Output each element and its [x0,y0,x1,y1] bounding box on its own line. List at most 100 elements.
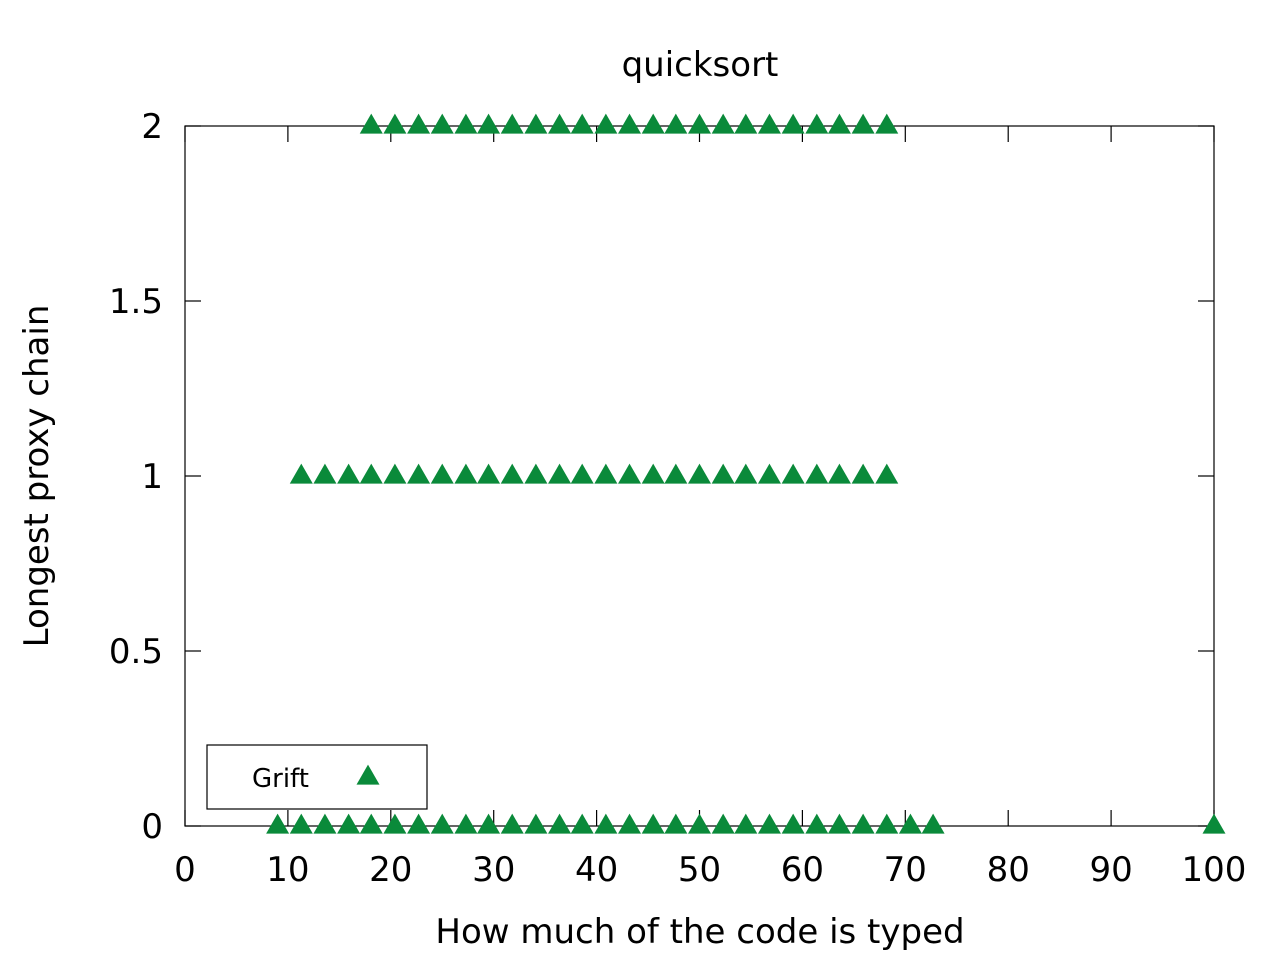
data-point-triangle [500,813,524,834]
x-tick-label: 10 [266,850,309,890]
data-point-triangle [734,463,758,484]
data-point-triangle [805,813,829,834]
data-point-triangle [477,113,501,134]
data-point-triangle [805,463,829,484]
data-point-triangle [875,463,899,484]
y-tick-label: 2 [141,107,163,147]
data-point-triangle [524,463,548,484]
x-tick-label: 30 [472,850,515,890]
data-point-triangle [1202,813,1226,834]
data-point-triangle [500,113,524,134]
data-point-triangle [477,813,501,834]
data-point-triangle [618,813,642,834]
data-point-triangle [524,813,548,834]
x-axis-label: How much of the code is typed [435,912,964,952]
data-point-triangle [454,463,478,484]
y-tick-label: 0 [141,807,163,847]
data-point-triangle [664,463,688,484]
y-tick-label: 0.5 [109,632,163,672]
axis-tick-labels: 0 10 20 30 40 50 60 70 80 90 100 0 0.5 1 1.5 2 [109,107,1247,890]
data-point-triangle [383,113,407,134]
data-point-triangle [757,813,781,834]
data-point-triangle [688,813,711,834]
data-point-triangle [313,463,337,484]
legend-box [206,744,428,810]
data-point-triangle [875,113,899,134]
data-point-triangle [711,113,735,134]
data-point-triangle [407,113,431,134]
data-point-triangle [618,113,642,134]
data-point-triangle [781,463,805,484]
data-point-triangle [781,813,805,834]
data-point-triangle [407,463,431,484]
data-point-triangle [781,113,805,134]
data-point-triangle [641,113,665,134]
data-point-triangle [266,813,290,834]
x-tick-label: 50 [678,850,721,890]
x-tick-label: 60 [781,850,824,890]
data-point-triangle [851,113,875,134]
data-point-triangle [548,113,572,134]
legend-marker-triangle-icon [356,764,380,785]
chart-title: quicksort [622,45,779,85]
data-point-triangle [688,113,711,134]
y-axis-label: Longest proxy chain [17,305,57,648]
data-point-triangle [618,463,642,484]
data-point-triangle [548,463,572,484]
data-point-triangle [289,813,313,834]
data-point-triangle [477,463,501,484]
data-point-triangle [454,113,478,134]
x-tick-label: 90 [1089,850,1132,890]
data-point-triangle [641,813,665,834]
data-point-triangle [921,813,945,834]
data-point-triangle [337,813,361,834]
data-point-triangle [851,813,875,834]
data-point-triangle [711,813,735,834]
data-point-triangle [734,813,758,834]
data-point-triangle [898,813,922,834]
x-tick-label: 40 [575,850,618,890]
x-tick-label: 0 [174,850,196,890]
data-point-triangle [827,813,851,834]
data-points [266,113,1226,834]
data-point-triangle [594,813,618,834]
data-point-triangle [407,813,431,834]
data-point-triangle [337,463,361,484]
data-point-triangle [430,463,454,484]
data-point-triangle [359,463,383,484]
data-point-triangle [734,113,758,134]
data-point-triangle [454,813,478,834]
data-point-triangle [500,463,524,484]
data-point-triangle [641,463,665,484]
data-point-triangle [851,463,875,484]
data-point-triangle [664,113,688,134]
legend-label-grift: Grift [252,764,309,794]
data-point-triangle [594,113,618,134]
y-tick-label: 1.5 [109,282,163,322]
data-point-triangle [548,813,572,834]
data-point-triangle [524,113,548,134]
data-point-triangle [289,463,313,484]
data-point-triangle [664,813,688,834]
x-tick-label: 100 [1182,850,1247,890]
data-point-triangle [711,463,735,484]
data-point-triangle [570,113,594,134]
legend: Grift [206,744,428,810]
data-point-triangle [827,463,851,484]
y-tick-label: 1 [141,457,163,497]
data-point-triangle [688,463,711,484]
data-point-triangle [757,113,781,134]
data-point-triangle [875,813,899,834]
data-point-triangle [383,463,407,484]
x-tick-label: 70 [884,850,927,890]
data-point-triangle [313,813,337,834]
x-tick-label: 20 [369,850,412,890]
data-point-triangle [570,813,594,834]
x-tick-label: 80 [987,850,1030,890]
data-point-triangle [430,813,454,834]
data-point-triangle [359,113,383,134]
data-point-triangle [757,463,781,484]
data-point-triangle [594,463,618,484]
